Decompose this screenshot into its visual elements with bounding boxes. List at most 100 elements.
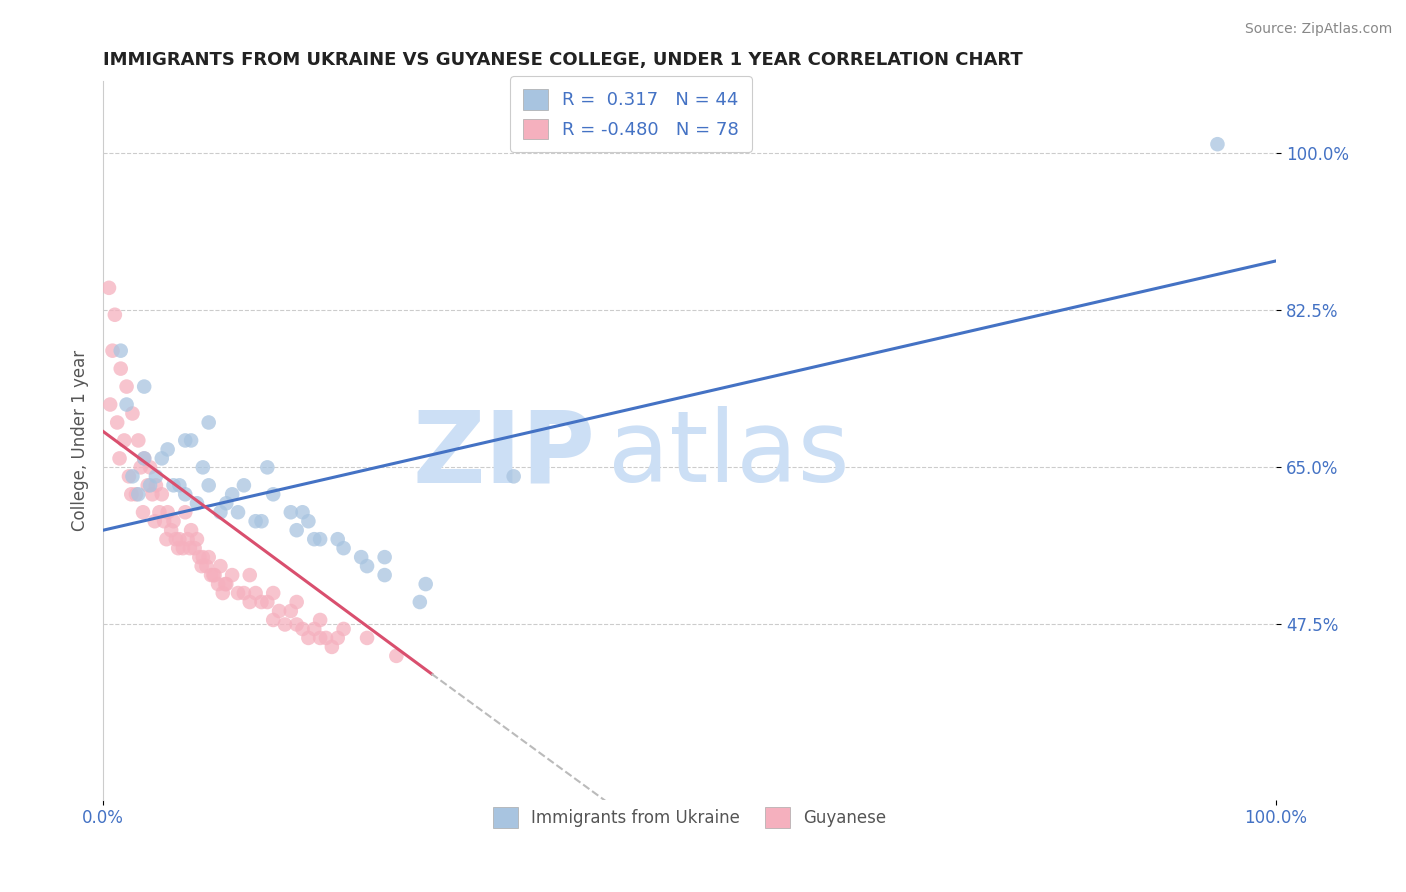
Point (232, 586, 254, 600)
Point (190, 559, 212, 574)
Point (155, 532, 177, 546)
Point (232, 478, 254, 492)
Point (176, 532, 198, 546)
Point (148, 505, 170, 519)
Point (200, 568, 222, 582)
Point (204, 568, 226, 582)
Point (221, 568, 243, 582)
Point (374, 550, 396, 565)
Point (356, 631, 378, 645)
Point (502, 469, 524, 483)
Point (127, 487, 149, 501)
Point (385, 648, 408, 663)
Point (134, 451, 156, 466)
Point (202, 568, 225, 582)
Point (274, 617, 297, 632)
Point (197, 416, 219, 430)
Point (143, 514, 166, 528)
Point (127, 434, 149, 448)
Point (214, 577, 236, 591)
Point (141, 487, 163, 501)
Point (129, 460, 152, 475)
Point (118, 469, 141, 483)
Point (98, 398, 121, 412)
Point (356, 559, 378, 574)
Point (304, 532, 326, 546)
Point (1206, 137, 1229, 152)
Point (250, 595, 273, 609)
Point (145, 469, 167, 483)
Text: IMMIGRANTS FROM UKRAINE VS GUYANESE COLLEGE, UNDER 1 YEAR CORRELATION CHART: IMMIGRANTS FROM UKRAINE VS GUYANESE COLL… (103, 51, 1024, 69)
Point (174, 505, 197, 519)
Point (169, 478, 191, 492)
Point (186, 496, 208, 510)
Point (374, 568, 396, 582)
Point (215, 577, 238, 591)
Point (180, 523, 202, 537)
Point (221, 487, 243, 501)
Point (156, 505, 179, 519)
Point (121, 469, 143, 483)
Point (215, 496, 238, 510)
Point (285, 617, 308, 632)
Point (186, 532, 208, 546)
Point (297, 631, 319, 645)
Point (262, 613, 284, 627)
Point (197, 478, 219, 492)
Point (291, 622, 314, 636)
Point (150, 451, 173, 466)
Point (256, 460, 278, 475)
Point (245, 586, 267, 600)
Point (134, 379, 156, 393)
Point (98, 281, 121, 295)
Point (188, 550, 211, 565)
Point (121, 407, 143, 421)
Text: Source: ZipAtlas.com: Source: ZipAtlas.com (1244, 22, 1392, 37)
Point (110, 343, 132, 358)
Point (321, 640, 343, 654)
Point (172, 541, 194, 556)
Point (267, 604, 290, 618)
Point (332, 622, 354, 636)
Legend: Immigrants from Ukraine, Guyanese: Immigrants from Ukraine, Guyanese (486, 801, 893, 834)
Point (197, 550, 219, 565)
Point (120, 487, 142, 501)
Point (262, 487, 284, 501)
Point (415, 577, 437, 591)
Point (132, 505, 155, 519)
Point (180, 434, 202, 448)
Point (169, 532, 191, 546)
Point (285, 595, 308, 609)
Text: atlas: atlas (607, 406, 849, 503)
Point (304, 622, 326, 636)
Point (207, 577, 229, 591)
Point (211, 586, 233, 600)
Point (209, 559, 232, 574)
Point (285, 523, 308, 537)
Point (139, 478, 162, 492)
Point (239, 568, 262, 582)
Point (115, 379, 138, 393)
Point (162, 478, 184, 492)
Point (332, 541, 354, 556)
Point (139, 460, 162, 475)
Point (115, 398, 138, 412)
Point (167, 541, 190, 556)
Point (350, 550, 373, 565)
Point (174, 487, 197, 501)
Point (145, 478, 167, 492)
Point (315, 631, 337, 645)
Point (262, 586, 284, 600)
Point (150, 487, 173, 501)
Point (239, 595, 262, 609)
Point (112, 434, 135, 448)
Point (256, 595, 278, 609)
Point (309, 631, 332, 645)
Point (291, 505, 314, 519)
Point (179, 541, 201, 556)
Text: ZIP: ZIP (413, 406, 596, 503)
Point (105, 416, 128, 430)
Point (309, 532, 332, 546)
Point (191, 460, 214, 475)
Point (183, 541, 205, 556)
